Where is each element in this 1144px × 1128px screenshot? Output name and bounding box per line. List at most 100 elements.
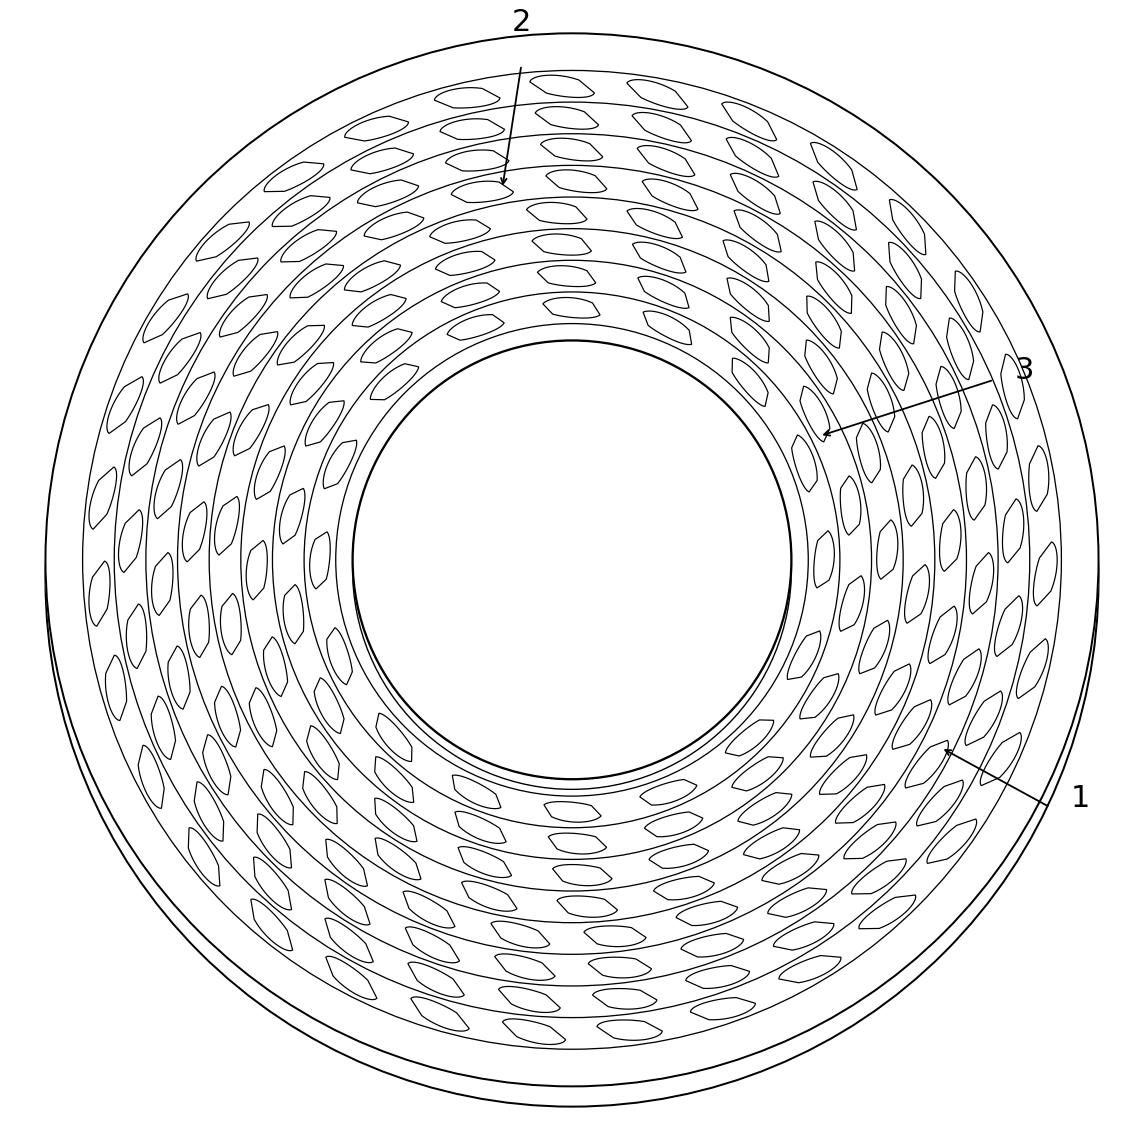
Polygon shape	[546, 170, 607, 193]
Polygon shape	[773, 922, 834, 950]
Polygon shape	[639, 779, 697, 805]
Polygon shape	[800, 673, 839, 719]
Polygon shape	[263, 637, 287, 696]
Polygon shape	[197, 412, 231, 466]
Polygon shape	[642, 179, 698, 211]
Polygon shape	[233, 405, 269, 456]
Polygon shape	[905, 565, 929, 624]
Polygon shape	[905, 740, 948, 788]
Polygon shape	[305, 400, 344, 446]
Polygon shape	[851, 858, 906, 895]
Polygon shape	[804, 340, 837, 394]
Polygon shape	[638, 276, 689, 308]
Polygon shape	[408, 962, 464, 997]
Polygon shape	[189, 828, 220, 887]
Polygon shape	[215, 686, 240, 747]
Polygon shape	[730, 317, 769, 363]
Polygon shape	[948, 649, 982, 705]
Polygon shape	[807, 297, 841, 349]
Polygon shape	[344, 116, 408, 141]
Polygon shape	[725, 720, 773, 756]
Polygon shape	[939, 510, 961, 572]
Polygon shape	[966, 457, 986, 520]
Polygon shape	[875, 664, 911, 715]
Polygon shape	[502, 1019, 565, 1045]
Polygon shape	[627, 209, 683, 239]
Polygon shape	[436, 252, 495, 275]
Polygon shape	[1033, 541, 1057, 606]
Polygon shape	[779, 955, 841, 982]
Polygon shape	[458, 847, 511, 878]
Polygon shape	[819, 755, 867, 794]
Polygon shape	[119, 510, 143, 573]
Polygon shape	[1028, 446, 1049, 511]
Polygon shape	[352, 294, 406, 327]
Polygon shape	[835, 784, 884, 823]
Polygon shape	[264, 162, 324, 192]
Polygon shape	[857, 423, 881, 483]
Polygon shape	[360, 328, 412, 363]
Polygon shape	[840, 476, 861, 535]
Polygon shape	[375, 838, 421, 880]
Polygon shape	[540, 139, 603, 161]
Polygon shape	[867, 373, 895, 432]
Polygon shape	[532, 233, 591, 255]
Polygon shape	[916, 779, 963, 826]
Polygon shape	[876, 520, 898, 580]
Polygon shape	[105, 655, 127, 721]
Polygon shape	[221, 593, 241, 654]
Text: 2: 2	[511, 8, 531, 37]
Polygon shape	[315, 678, 344, 733]
Polygon shape	[251, 899, 293, 951]
Polygon shape	[800, 386, 829, 442]
Circle shape	[352, 341, 792, 779]
Polygon shape	[280, 230, 336, 262]
Polygon shape	[722, 102, 777, 141]
Polygon shape	[233, 332, 278, 377]
Polygon shape	[744, 828, 800, 858]
Polygon shape	[326, 957, 378, 999]
Polygon shape	[980, 732, 1022, 785]
Polygon shape	[644, 812, 702, 837]
Polygon shape	[690, 997, 755, 1020]
Polygon shape	[553, 864, 612, 885]
Polygon shape	[272, 195, 329, 227]
Polygon shape	[440, 118, 505, 140]
Polygon shape	[557, 896, 618, 917]
Polygon shape	[649, 844, 708, 869]
Polygon shape	[810, 715, 853, 757]
Polygon shape	[307, 725, 340, 779]
Polygon shape	[986, 405, 1008, 469]
Polygon shape	[310, 531, 331, 589]
Text: 1: 1	[1071, 784, 1090, 813]
Polygon shape	[936, 367, 961, 429]
Polygon shape	[405, 927, 460, 963]
Polygon shape	[535, 107, 598, 130]
Text: 3: 3	[1014, 356, 1034, 386]
Polygon shape	[969, 553, 994, 614]
Polygon shape	[159, 333, 201, 384]
Polygon shape	[403, 891, 455, 928]
Polygon shape	[291, 362, 334, 405]
Polygon shape	[994, 596, 1023, 656]
Polygon shape	[530, 76, 595, 97]
Polygon shape	[726, 138, 779, 177]
Polygon shape	[499, 987, 561, 1013]
Polygon shape	[455, 811, 506, 844]
Polygon shape	[526, 202, 587, 223]
Polygon shape	[889, 243, 922, 299]
Polygon shape	[106, 377, 143, 433]
Polygon shape	[375, 757, 414, 802]
Polygon shape	[325, 879, 371, 925]
Polygon shape	[194, 782, 224, 841]
Polygon shape	[261, 769, 293, 825]
Polygon shape	[151, 696, 175, 759]
Polygon shape	[889, 200, 925, 255]
Polygon shape	[787, 631, 820, 679]
Polygon shape	[685, 966, 749, 988]
Polygon shape	[151, 553, 173, 616]
Polygon shape	[928, 606, 958, 663]
Circle shape	[46, 53, 1098, 1107]
Polygon shape	[325, 918, 373, 962]
Polygon shape	[1001, 354, 1024, 418]
